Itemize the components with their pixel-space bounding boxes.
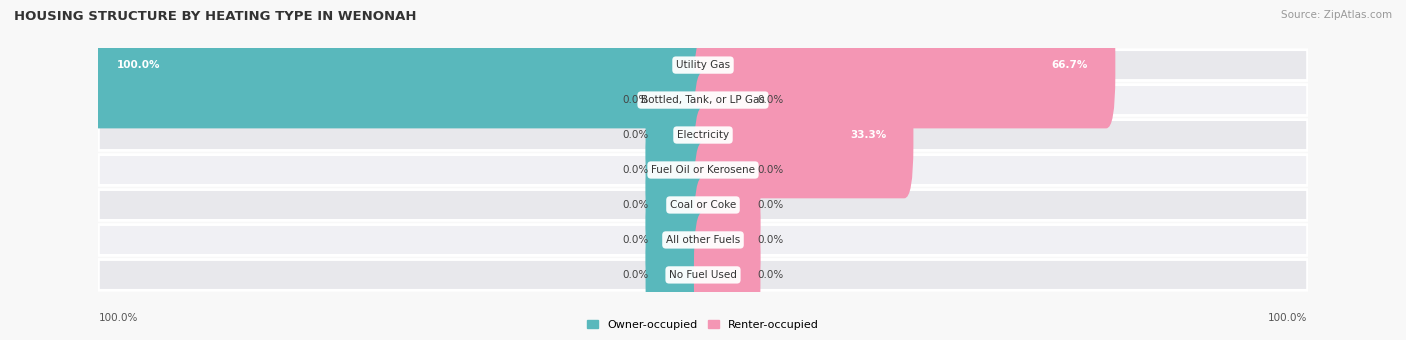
Legend: Owner-occupied, Renter-occupied: Owner-occupied, Renter-occupied	[582, 316, 824, 335]
Text: 0.0%: 0.0%	[623, 95, 648, 105]
FancyBboxPatch shape	[645, 107, 711, 233]
FancyBboxPatch shape	[98, 224, 1308, 255]
FancyBboxPatch shape	[695, 211, 761, 338]
Text: 100.0%: 100.0%	[1268, 313, 1308, 323]
FancyBboxPatch shape	[695, 72, 914, 198]
Text: Fuel Oil or Kerosene: Fuel Oil or Kerosene	[651, 165, 755, 175]
FancyBboxPatch shape	[98, 120, 1308, 150]
Text: 0.0%: 0.0%	[623, 165, 648, 175]
Text: 0.0%: 0.0%	[623, 130, 648, 140]
Text: 0.0%: 0.0%	[758, 200, 783, 210]
FancyBboxPatch shape	[695, 37, 761, 163]
Text: 0.0%: 0.0%	[623, 270, 648, 280]
FancyBboxPatch shape	[98, 85, 1308, 116]
Text: 0.0%: 0.0%	[623, 200, 648, 210]
Text: 0.0%: 0.0%	[758, 95, 783, 105]
Text: Source: ZipAtlas.com: Source: ZipAtlas.com	[1281, 10, 1392, 20]
Text: Electricity: Electricity	[676, 130, 730, 140]
FancyBboxPatch shape	[98, 259, 1308, 290]
FancyBboxPatch shape	[645, 142, 711, 268]
Text: Bottled, Tank, or LP Gas: Bottled, Tank, or LP Gas	[641, 95, 765, 105]
FancyBboxPatch shape	[98, 50, 1308, 81]
FancyBboxPatch shape	[695, 2, 1115, 129]
FancyBboxPatch shape	[695, 107, 761, 233]
Text: 100.0%: 100.0%	[117, 60, 160, 70]
Text: 100.0%: 100.0%	[98, 313, 138, 323]
FancyBboxPatch shape	[98, 155, 1308, 185]
FancyBboxPatch shape	[645, 211, 711, 338]
FancyBboxPatch shape	[695, 142, 761, 268]
Text: No Fuel Used: No Fuel Used	[669, 270, 737, 280]
Text: 33.3%: 33.3%	[851, 130, 886, 140]
Text: 0.0%: 0.0%	[758, 165, 783, 175]
FancyBboxPatch shape	[98, 190, 1308, 220]
Text: HOUSING STRUCTURE BY HEATING TYPE IN WENONAH: HOUSING STRUCTURE BY HEATING TYPE IN WEN…	[14, 10, 416, 23]
FancyBboxPatch shape	[645, 37, 711, 163]
Text: Coal or Coke: Coal or Coke	[669, 200, 737, 210]
FancyBboxPatch shape	[695, 177, 761, 303]
Text: All other Fuels: All other Fuels	[666, 235, 740, 245]
FancyBboxPatch shape	[90, 2, 711, 129]
FancyBboxPatch shape	[645, 72, 711, 198]
FancyBboxPatch shape	[645, 177, 711, 303]
Text: 0.0%: 0.0%	[758, 270, 783, 280]
Text: 66.7%: 66.7%	[1052, 60, 1088, 70]
Text: 0.0%: 0.0%	[758, 235, 783, 245]
Text: 0.0%: 0.0%	[623, 235, 648, 245]
Text: Utility Gas: Utility Gas	[676, 60, 730, 70]
